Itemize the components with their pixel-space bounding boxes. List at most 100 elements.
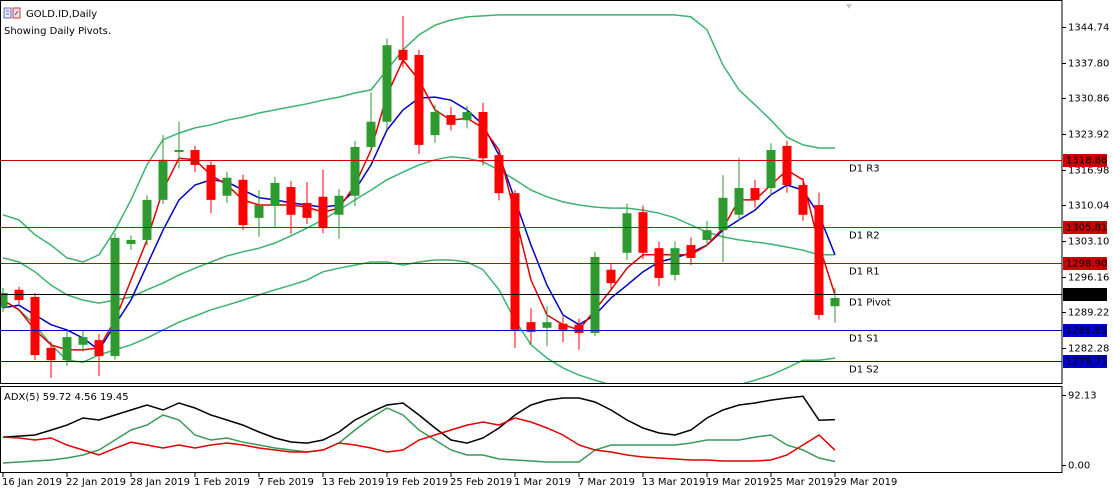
candle-body xyxy=(142,199,152,240)
price-frame xyxy=(0,0,1063,384)
candle-body xyxy=(366,121,376,147)
pivot-price-label: 1305.81 xyxy=(1066,223,1107,234)
pivot-price-box xyxy=(1063,154,1107,167)
pivot-price-label: 1298.90 xyxy=(1066,259,1107,270)
candle-body xyxy=(558,323,568,330)
y-tick-label: 1323.92 xyxy=(1068,130,1109,141)
candle-body xyxy=(158,159,168,200)
candle-body xyxy=(830,298,840,307)
adx-frame xyxy=(0,386,1063,473)
x-tick-label: 19 Mar 2019 xyxy=(706,477,769,488)
candle-body xyxy=(638,212,648,253)
candle-body xyxy=(766,150,776,189)
candle-body xyxy=(286,187,296,215)
x-tick-label: 19 Feb 2019 xyxy=(386,477,448,488)
pivot-price-label: 1285.85 xyxy=(1066,326,1107,337)
candle-body xyxy=(190,150,200,165)
candle-body xyxy=(238,179,248,226)
y-tick-label: 1289.22 xyxy=(1068,308,1109,319)
indicator-line xyxy=(2,259,836,383)
candle-body xyxy=(478,111,488,159)
candle-body xyxy=(318,196,328,229)
y-tick-label: 1303.10 xyxy=(1068,237,1109,248)
candle-body xyxy=(78,337,88,345)
candle-body xyxy=(126,239,136,245)
price-panel xyxy=(0,14,1062,383)
pivot-name: D1 S2 xyxy=(849,365,879,376)
candle-body xyxy=(414,54,424,145)
candle-body xyxy=(782,145,792,185)
pivot-name: D1 R3 xyxy=(849,164,880,175)
candle-body xyxy=(462,111,472,121)
pivot-name: D1 Pivot xyxy=(849,298,891,309)
x-tick-label: 13 Feb 2019 xyxy=(322,477,384,488)
candle-body xyxy=(702,230,712,240)
candle-body xyxy=(574,324,584,333)
pivot-name: D1 R1 xyxy=(849,267,880,278)
x-tick-label: 1 Feb 2019 xyxy=(194,477,250,488)
y-tick-label: 1282.28 xyxy=(1068,344,1109,355)
pivot-price-box xyxy=(1063,324,1107,337)
candle-body xyxy=(718,197,728,231)
adx-title: ADX(5) 59.72 4.56 19.45 xyxy=(4,392,129,403)
candle-body xyxy=(622,213,632,253)
candle-body xyxy=(206,164,216,200)
pivot-price-box xyxy=(1063,288,1107,301)
candle-body xyxy=(606,269,616,284)
x-tick-label: 29 Mar 2019 xyxy=(834,477,897,488)
candle-body xyxy=(798,184,808,215)
x-tick-label: 7 Feb 2019 xyxy=(258,477,314,488)
candle-body xyxy=(350,146,360,196)
candle-body xyxy=(302,202,312,218)
candle-body xyxy=(382,45,392,122)
x-tick-label: 28 Jan 2019 xyxy=(130,477,190,488)
chart-title: GOLD.ID,Daily xyxy=(26,9,97,20)
candle-body xyxy=(222,177,232,196)
indicator-line xyxy=(2,395,836,444)
x-tick-label: 7 Mar 2019 xyxy=(578,477,635,488)
candle-body xyxy=(670,248,680,275)
y-tick-label: 1337.80 xyxy=(1068,59,1109,70)
symbol-icon xyxy=(3,7,21,19)
candle-body xyxy=(62,337,72,361)
candle-body xyxy=(398,49,408,61)
candle-body xyxy=(334,195,344,215)
y-tick-label: 1296.16 xyxy=(1068,273,1109,284)
candle-body xyxy=(814,205,824,315)
candle-body xyxy=(686,245,696,258)
x-tick-label: 25 Mar 2019 xyxy=(770,477,833,488)
candle-body xyxy=(110,237,120,357)
pivot-name: D1 R2 xyxy=(849,231,880,242)
y-tick-label: 1330.86 xyxy=(1068,94,1109,105)
y-tick-label: 1316.98 xyxy=(1068,166,1109,177)
candle-body xyxy=(750,188,760,200)
candle-body xyxy=(0,292,8,308)
pivot-price-label: 1292.76 xyxy=(1066,290,1107,301)
pivot-price-label: 1318.86 xyxy=(1066,156,1107,167)
chart-subtitle: Showing Daily Pivots. xyxy=(4,26,111,37)
candle-body xyxy=(430,111,440,136)
pivot-name: D1 S1 xyxy=(849,334,879,345)
candle-body xyxy=(270,182,280,206)
x-tick-label: 1 Mar 2019 xyxy=(514,477,571,488)
pivot-price-box xyxy=(1063,355,1107,368)
indicator-line xyxy=(2,407,836,464)
x-tick-label: 16 Jan 2019 xyxy=(2,477,62,488)
indicator-line xyxy=(2,14,835,263)
candle-body xyxy=(526,322,536,332)
candle-body xyxy=(446,115,456,125)
y-tick-label: 1310.04 xyxy=(1068,201,1109,212)
x-tick-label: 13 Mar 2019 xyxy=(642,477,705,488)
indicator-line xyxy=(2,417,836,462)
x-tick-label: 22 Jan 2019 xyxy=(66,477,126,488)
candle-body xyxy=(254,205,264,218)
x-tick-label: 25 Feb 2019 xyxy=(450,477,512,488)
y-tick-label: 1344.74 xyxy=(1068,23,1109,34)
candle-body xyxy=(510,193,520,330)
candle-body xyxy=(174,150,184,153)
pivot-price-box xyxy=(1063,221,1107,234)
adx-panel xyxy=(2,395,836,464)
